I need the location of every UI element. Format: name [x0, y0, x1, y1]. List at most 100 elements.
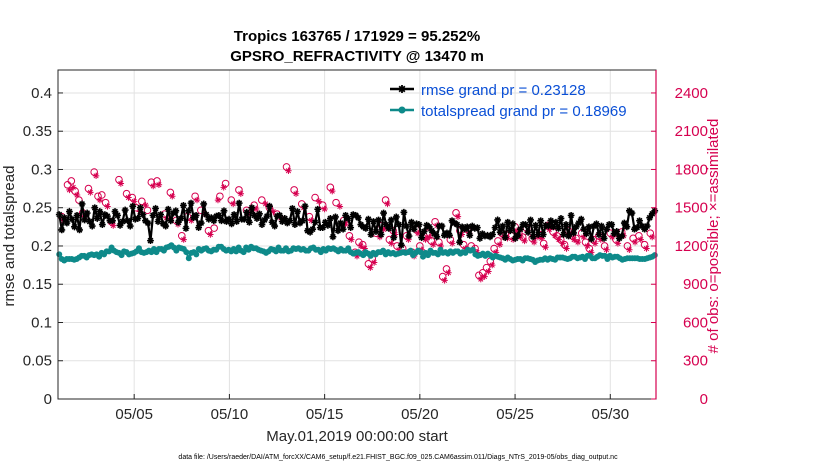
- chart-title-line1: Tropics 163765 / 171929 = 95.252%: [234, 28, 480, 45]
- rmse-point: [172, 207, 180, 215]
- possible-obs-point: [90, 168, 98, 176]
- rmse-point: [544, 222, 552, 230]
- possible-obs-point: [122, 189, 131, 198]
- rmse-point: [410, 225, 418, 233]
- rmse-point: [387, 216, 395, 224]
- rmse-point: [177, 215, 185, 222]
- rmse-point: [352, 211, 360, 219]
- y-right-tick-label: 600: [683, 314, 708, 331]
- rmse-point: [458, 223, 466, 231]
- rmse-point: [453, 221, 461, 228]
- rmse-point: [433, 233, 441, 241]
- rmse-point: [565, 232, 572, 240]
- rmse-point: [142, 217, 149, 225]
- possible-obs-point: [94, 192, 102, 201]
- rmse-point: [408, 218, 415, 226]
- assimilated-obs-point: [591, 240, 599, 247]
- rmse-point: [514, 231, 522, 239]
- rmse-point: [230, 211, 238, 219]
- assimilated-obs-point: [380, 226, 387, 233]
- rmse-point: [643, 222, 651, 230]
- possible-obs-point: [326, 183, 335, 192]
- rmse-point: [509, 220, 517, 228]
- assimilated-obs-point: [104, 203, 111, 210]
- rmse-point: [185, 207, 192, 215]
- assimilated-obs-point: [376, 233, 384, 241]
- rmse-point: [60, 214, 68, 222]
- totalspread-point: [469, 246, 476, 253]
- rmse-point: [479, 230, 486, 238]
- assimilated-obs-point: [230, 200, 237, 208]
- assimilated-obs-point: [603, 246, 610, 254]
- rmse-point: [570, 229, 578, 237]
- assimilated-obs-point: [580, 233, 587, 241]
- x-tick-label: 05/15: [306, 406, 344, 423]
- rmse-point: [390, 234, 398, 241]
- assimilated-obs-point: [125, 194, 132, 201]
- possible-obs-point: [640, 240, 649, 249]
- rmse-point: [380, 209, 388, 217]
- rmse-point: [603, 225, 610, 233]
- assimilated-obs-point: [437, 242, 444, 250]
- rmse-point: [641, 225, 648, 233]
- rmse-point: [116, 221, 124, 229]
- assimilated-obs-point: [353, 252, 361, 260]
- assimilated-obs-point: [449, 240, 456, 247]
- y-left-tick-label: 0.15: [23, 276, 52, 293]
- y-right-tick-label: 2400: [675, 85, 708, 102]
- x-axis-label: May.01,2019 00:00:00 start: [266, 428, 448, 445]
- rmse-point: [83, 209, 91, 217]
- rmse-point: [296, 219, 304, 227]
- line-layer: [55, 199, 659, 266]
- rmse-point: [281, 215, 289, 222]
- assimilated-obs-point: [477, 275, 484, 283]
- assimilated-obs-point: [367, 264, 374, 271]
- rmse-point: [121, 206, 129, 214]
- rmse-point: [207, 214, 215, 222]
- rmse-point: [215, 211, 223, 219]
- rmse-point: [506, 227, 514, 235]
- assimilated-obs-point: [348, 236, 355, 243]
- totalspread-point: [425, 252, 432, 259]
- assimilated-obs-point: [92, 172, 100, 180]
- rmse-point: [220, 207, 228, 215]
- rmse-point: [321, 218, 329, 226]
- assimilated-obs-point: [292, 190, 300, 197]
- rmse-point: [428, 227, 436, 235]
- rmse-point: [55, 211, 63, 219]
- assimilated-obs-point: [513, 227, 521, 234]
- rmse-point: [129, 202, 137, 210]
- y-left-tick-label: 0.2: [31, 238, 52, 255]
- rmse-point: [577, 215, 585, 223]
- rmse-point: [218, 217, 225, 225]
- possible-obs-point: [332, 198, 340, 207]
- legend-rmse-label: rmse grand pr = 0.23128: [421, 82, 586, 99]
- rmse-point: [344, 215, 352, 222]
- rmse-point: [263, 212, 271, 220]
- y-left-tick-label: 0.05: [23, 353, 52, 370]
- possible-obs-point: [257, 196, 266, 204]
- totalspread-point: [193, 251, 200, 258]
- rmse-point: [382, 221, 390, 228]
- assimilated-obs-point: [614, 240, 622, 247]
- rmse-point: [86, 218, 94, 225]
- rmse-point: [461, 225, 469, 233]
- rmse-point: [567, 211, 575, 219]
- rmse-point: [157, 211, 165, 219]
- totalspread-point: [240, 249, 247, 256]
- assimilated-obs-point: [570, 236, 578, 243]
- rmse-point: [294, 208, 301, 215]
- assimilated-obs-point: [538, 235, 545, 242]
- assimilated-obs-point: [485, 268, 492, 275]
- rmse-point: [96, 208, 104, 215]
- rmse-point: [403, 222, 410, 230]
- assimilated-obs-point: [563, 245, 570, 252]
- rmse-point: [357, 221, 365, 228]
- rmse-point: [362, 224, 370, 232]
- assimilated-obs-point: [285, 167, 292, 174]
- assimilated-obs-point: [631, 238, 639, 246]
- rmse-point: [245, 218, 253, 226]
- rmse-point: [552, 218, 560, 226]
- rmse-point: [144, 219, 152, 227]
- rmse-point: [522, 221, 529, 228]
